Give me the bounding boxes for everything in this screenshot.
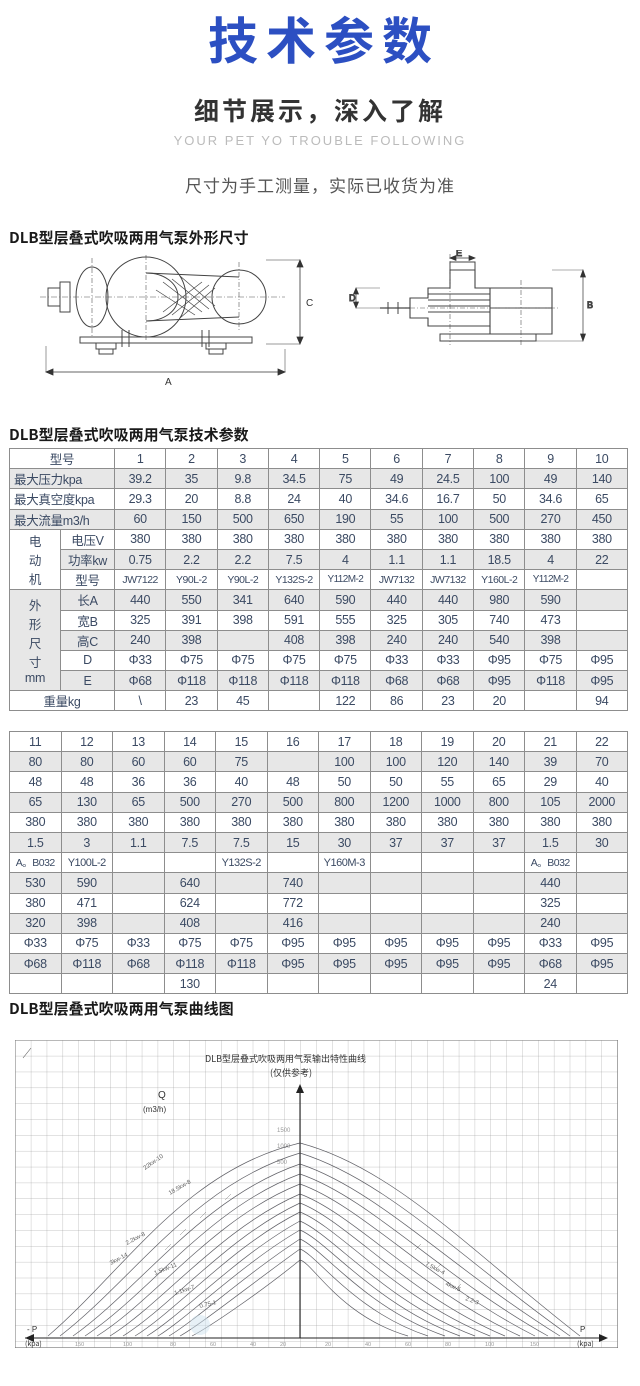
svg-text:(仅供参考): (仅供参考)	[270, 1066, 312, 1079]
svg-text:150: 150	[530, 1342, 539, 1348]
svg-text:B: B	[587, 300, 593, 310]
svg-text:DLB型层叠式吹吸两用气泵输出特性曲线: DLB型层叠式吹吸两用气泵输出特性曲线	[205, 1052, 366, 1065]
svg-text:(kpa): (kpa)	[577, 1339, 594, 1348]
svg-text:(kpa): (kpa)	[25, 1339, 42, 1348]
svg-text:60: 60	[405, 1342, 411, 1348]
svg-text:Q: Q	[158, 1090, 166, 1101]
svg-text:D: D	[349, 293, 356, 303]
svg-text:E: E	[456, 250, 462, 258]
svg-text:20: 20	[280, 1342, 286, 1348]
svg-text:500: 500	[277, 1160, 288, 1166]
svg-text:A: A	[165, 377, 172, 388]
svg-text:20: 20	[325, 1342, 331, 1348]
svg-text:40: 40	[365, 1342, 371, 1348]
svg-text:(m3/h): (m3/h)	[143, 1105, 166, 1114]
svg-text:60: 60	[210, 1342, 216, 1348]
svg-text:C: C	[306, 298, 313, 309]
svg-text:100: 100	[485, 1342, 494, 1348]
svg-text:100: 100	[123, 1342, 132, 1348]
svg-text:80: 80	[170, 1342, 176, 1348]
svg-text:P: P	[580, 1325, 585, 1334]
svg-text:40: 40	[250, 1342, 256, 1348]
svg-text:- P: - P	[27, 1325, 37, 1334]
svg-text:80: 80	[445, 1342, 451, 1348]
svg-text:1500: 1500	[277, 1128, 291, 1134]
svg-text:150: 150	[75, 1342, 84, 1348]
